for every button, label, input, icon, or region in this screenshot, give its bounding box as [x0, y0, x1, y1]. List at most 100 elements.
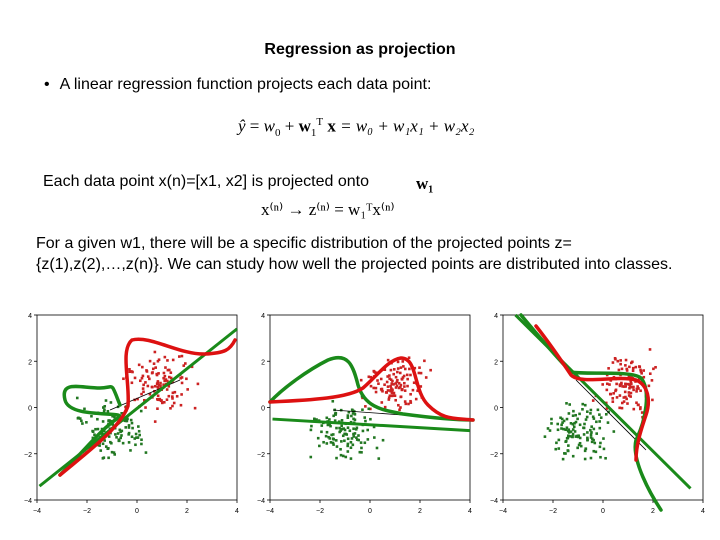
point-class-a [157, 383, 161, 387]
point-class-a [177, 355, 181, 358]
point-class-a [153, 350, 157, 354]
x-tick-label: 4 [235, 508, 239, 515]
point-class-a [397, 403, 400, 407]
point-class-a [618, 384, 622, 388]
point-class-a [632, 388, 635, 392]
point-class-a [390, 382, 394, 385]
bullet-text: A linear regression function projects ea… [59, 76, 432, 93]
class-a-distribution-curve [534, 324, 650, 462]
point-class-a [399, 385, 402, 389]
point-class-b [104, 399, 108, 402]
point-class-b [360, 446, 363, 450]
point-class-a [141, 374, 145, 378]
point-class-b [574, 420, 578, 424]
point-class-b [596, 408, 600, 412]
class-b-distribution-curve [58, 384, 122, 477]
point-class-b [107, 456, 110, 460]
point-class-b [137, 425, 140, 428]
point-class-b [572, 425, 576, 429]
y-tick-label: 4 [494, 313, 498, 320]
point-class-a [151, 371, 154, 374]
point-class-b [567, 431, 571, 434]
point-class-b [315, 418, 318, 421]
point-class-a [152, 362, 156, 365]
point-class-b [583, 449, 587, 453]
point-class-a [383, 368, 387, 372]
point-class-a [128, 367, 131, 371]
bullet-item: • A linear regression function projects e… [44, 76, 431, 94]
point-class-b [102, 410, 106, 413]
point-class-b [107, 446, 110, 450]
point-class-a [190, 365, 194, 369]
point-class-b [340, 440, 343, 443]
plot-svg-1: 4 2 0 −2 −4−4 −2 0 2 4 [24, 313, 239, 515]
point-class-b [309, 455, 313, 459]
point-class-b [358, 450, 362, 454]
point-class-a [631, 385, 634, 389]
point-class-b [99, 449, 103, 452]
point-class-a [417, 371, 421, 375]
point-class-a [609, 392, 613, 396]
point-class-a [629, 395, 632, 398]
point-class-b [557, 438, 561, 442]
y-tick-label: 2 [261, 359, 265, 366]
point-class-b [589, 412, 592, 415]
point-class-b [350, 437, 354, 440]
point-class-b [115, 435, 118, 439]
point-class-a [383, 405, 387, 409]
point-class-a [386, 389, 390, 392]
point-class-a [611, 397, 615, 400]
point-class-b [101, 420, 105, 423]
point-class-a [369, 375, 373, 379]
point-class-a [395, 380, 399, 384]
point-class-b [562, 427, 565, 431]
point-class-a [157, 372, 160, 375]
point-class-b [595, 432, 599, 435]
point-class-a [412, 381, 416, 385]
point-class-b [585, 415, 589, 419]
point-class-a [185, 377, 188, 381]
point-class-a [180, 381, 184, 385]
point-class-a [180, 376, 184, 379]
point-class-b [340, 424, 343, 428]
point-class-b [331, 399, 335, 403]
point-class-b [350, 414, 353, 418]
point-class-a [396, 367, 400, 370]
point-class-b [581, 407, 584, 411]
point-class-b [369, 417, 372, 421]
point-class-a [401, 376, 405, 379]
point-class-a [637, 387, 640, 390]
point-class-b [543, 435, 547, 438]
point-class-b [598, 426, 602, 430]
point-class-b [568, 403, 572, 406]
point-class-a [167, 385, 171, 388]
point-class-b [349, 446, 353, 449]
x-tick-label: −4 [33, 508, 41, 515]
point-class-b [112, 451, 116, 454]
point-class-b [137, 429, 141, 433]
point-class-a [193, 406, 197, 410]
point-class-b [569, 422, 573, 425]
point-class-a [393, 394, 397, 398]
point-class-a [141, 365, 144, 369]
point-class-b [594, 450, 598, 454]
point-class-a [142, 390, 145, 394]
point-class-b [103, 408, 106, 412]
point-class-b [373, 436, 376, 439]
point-class-b [129, 449, 132, 452]
point-class-a [398, 408, 401, 412]
point-class-a [623, 385, 626, 388]
point-class-b [606, 421, 610, 424]
point-class-b [367, 407, 371, 411]
point-class-b [576, 446, 579, 450]
point-class-a [414, 397, 418, 401]
point-class-a [173, 390, 177, 394]
point-class-a [392, 383, 395, 386]
point-class-a [156, 382, 159, 385]
point-class-b [599, 455, 602, 459]
point-class-a [396, 370, 399, 374]
point-class-a [136, 397, 139, 401]
x-tick-label: 0 [368, 508, 372, 515]
point-class-a [389, 389, 392, 392]
point-class-a [180, 354, 184, 358]
